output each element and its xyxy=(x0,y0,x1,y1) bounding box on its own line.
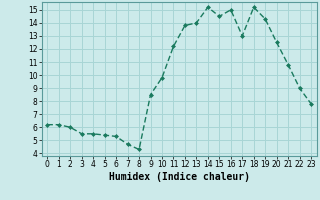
X-axis label: Humidex (Indice chaleur): Humidex (Indice chaleur) xyxy=(109,172,250,182)
